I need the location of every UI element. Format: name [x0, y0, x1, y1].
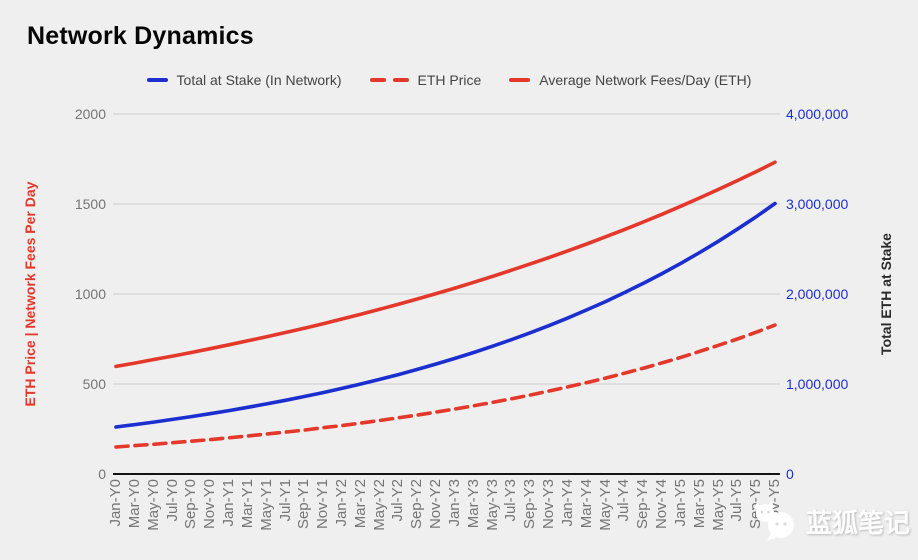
x-tick-label: Jan-Y3 — [445, 479, 463, 527]
x-tick-label: Jan-Y5 — [671, 479, 689, 527]
legend-dashed-line-icon — [369, 77, 409, 83]
x-tick-label: Nov-Y3 — [540, 479, 558, 530]
right-tick-label: 1,000,000 — [786, 376, 849, 392]
x-tick-label: Jan-Y4 — [558, 479, 576, 527]
legend-label: Average Network Fees/Day (ETH) — [539, 72, 752, 88]
x-tick-label: Jan-Y1 — [220, 479, 237, 527]
legend-item: ETH Price — [369, 72, 482, 88]
x-tick-label: Jul-Y0 — [163, 479, 181, 522]
x-tick-label: Jan-Y2 — [332, 479, 350, 527]
x-tick-label: May-Y4 — [596, 479, 614, 531]
bluefox-chat-bubble-icon — [754, 501, 794, 541]
x-tick-label: Mar-Y3 — [464, 479, 482, 529]
legend-label: Total at Stake (In Network) — [176, 72, 342, 88]
x-tick-label: Jul-Y1 — [276, 479, 294, 522]
x-tick-label: Jul-Y4 — [615, 479, 633, 522]
x-tick-label: May-Y0 — [144, 479, 162, 531]
x-tick-label: Nov-Y0 — [201, 479, 219, 530]
series-average-network-fees-day-eth- — [114, 160, 777, 369]
watermark: 蓝狐笔记 — [752, 500, 910, 542]
right-axis-title: Total ETH at Stake — [878, 233, 894, 355]
x-tick-label: Jul-Y2 — [389, 479, 407, 522]
x-tick-label: Nov-Y4 — [653, 479, 670, 530]
x-tick-label: Sep-Y4 — [634, 479, 652, 530]
x-tick-label: Mar-Y0 — [125, 479, 143, 529]
x-tick-label: Sep-Y2 — [408, 479, 426, 530]
left-axis-title: ETH Price | Network Fees Per Day — [22, 181, 38, 407]
legend-line-icon — [509, 77, 531, 83]
x-tick-label: Mar-Y5 — [690, 479, 708, 529]
x-tick-label: Nov-Y1 — [314, 479, 332, 530]
x-tick-label: Sep-Y0 — [182, 479, 200, 530]
left-tick-label: 0 — [98, 466, 106, 482]
x-tick-label: Mar-Y4 — [577, 479, 595, 529]
right-tick-label: 4,000,000 — [786, 106, 849, 122]
x-tick-label: Jan-Y0 — [107, 479, 124, 527]
right-tick-label: 2,000,000 — [786, 286, 849, 302]
legend-line-icon — [146, 77, 168, 83]
x-tick-label: Jul-Y3 — [502, 479, 520, 522]
left-tick-label: 500 — [82, 376, 106, 392]
legend-item: Average Network Fees/Day (ETH) — [509, 72, 751, 88]
right-tick-label: 0 — [786, 466, 794, 482]
x-tick-label: Mar-Y2 — [351, 479, 369, 529]
chart-title: Network Dynamics — [27, 22, 254, 50]
left-tick-label: 1500 — [74, 196, 106, 212]
x-tick-label: Mar-Y1 — [238, 479, 256, 529]
x-tick-label: Nov-Y2 — [427, 479, 445, 530]
watermark-text: 蓝狐笔记 — [806, 508, 911, 539]
x-tick-label: May-Y2 — [370, 479, 388, 531]
series-total-at-stake-in-network- — [114, 201, 777, 429]
x-tick-label: May-Y5 — [709, 479, 727, 531]
left-tick-label: 2000 — [74, 106, 106, 122]
x-tick-label: Jul-Y5 — [728, 479, 746, 522]
x-tick-label: May-Y1 — [257, 479, 275, 531]
x-tick-label: Sep-Y3 — [521, 479, 539, 530]
series-eth-price — [114, 323, 777, 449]
legend-item: Total at Stake (In Network) — [146, 72, 342, 88]
x-tick-label: May-Y3 — [483, 479, 501, 531]
legend: Total at Stake (In Network) ETH Price Aver… — [113, 70, 785, 90]
left-tick-label: 1000 — [74, 286, 106, 302]
legend-label: ETH Price — [417, 72, 482, 88]
right-tick-label: 3,000,000 — [786, 196, 849, 212]
x-tick-label: Sep-Y1 — [295, 479, 313, 530]
